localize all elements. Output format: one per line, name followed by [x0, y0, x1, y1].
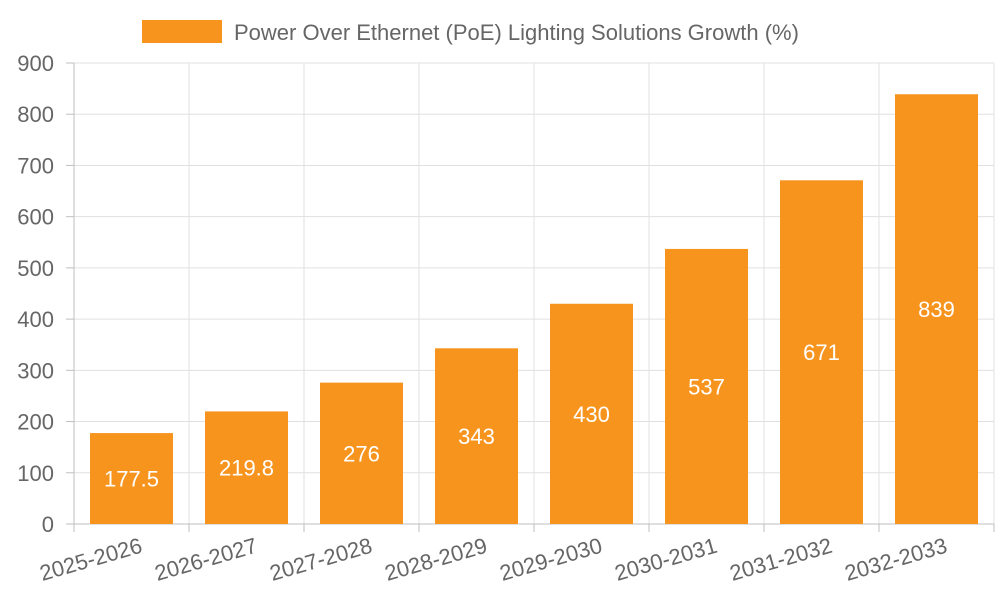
bar — [90, 433, 173, 524]
x-tick-label: 2030-2031 — [612, 533, 720, 586]
bar — [320, 382, 403, 524]
x-tick-label: 2026-2027 — [152, 533, 260, 586]
bar-data-label: 839 — [918, 297, 955, 322]
x-tick-label: 2031-2032 — [727, 533, 835, 586]
y-tick-label: 400 — [17, 307, 54, 332]
bar-data-label: 430 — [573, 402, 610, 427]
bar-data-label: 276 — [343, 441, 380, 466]
legend-swatch — [142, 20, 222, 43]
y-tick-label: 200 — [17, 410, 54, 435]
x-axis-ticks: 2025-2026 2026-2027 2027-2028 2028-2029 2029… — [37, 533, 950, 586]
y-tick-label: 900 — [17, 51, 54, 76]
x-tick-label: 2028-2029 — [382, 533, 490, 586]
bar — [435, 348, 518, 524]
y-tick-label: 100 — [17, 461, 54, 486]
bar — [665, 248, 748, 525]
y-tick-label: 800 — [17, 102, 54, 127]
legend: Power Over Ethernet (PoE) Lighting Solut… — [142, 20, 799, 45]
x-tick-label: 2032-2033 — [842, 533, 950, 586]
x-tick-label: 2025-2026 — [37, 533, 145, 586]
bars — [90, 94, 978, 525]
bar-data-label: 219.8 — [219, 456, 274, 481]
bar-labels: 177.5 219.8 276 343 430 537 671 839 — [104, 297, 955, 491]
y-tick-label: 600 — [17, 205, 54, 230]
x-tick-label: 2027-2028 — [267, 533, 375, 586]
bar — [895, 94, 978, 525]
y-tick-label: 700 — [17, 153, 54, 178]
bar — [550, 303, 633, 524]
bar-data-label: 537 — [688, 374, 725, 399]
x-tick-label: 2029-2030 — [497, 533, 605, 586]
y-tick-label: 300 — [17, 358, 54, 383]
y-tick-label: 500 — [17, 256, 54, 281]
bar-data-label: 343 — [458, 424, 495, 449]
bar-data-label: 671 — [803, 340, 840, 365]
y-axis-ticks: 0 100 200 300 400 500 600 700 800 900 — [17, 51, 54, 537]
bar — [780, 180, 863, 524]
bar — [205, 411, 288, 524]
y-tick-label: 0 — [42, 512, 54, 537]
bar-data-label: 177.5 — [104, 467, 159, 492]
legend-label: Power Over Ethernet (PoE) Lighting Solut… — [234, 20, 799, 45]
